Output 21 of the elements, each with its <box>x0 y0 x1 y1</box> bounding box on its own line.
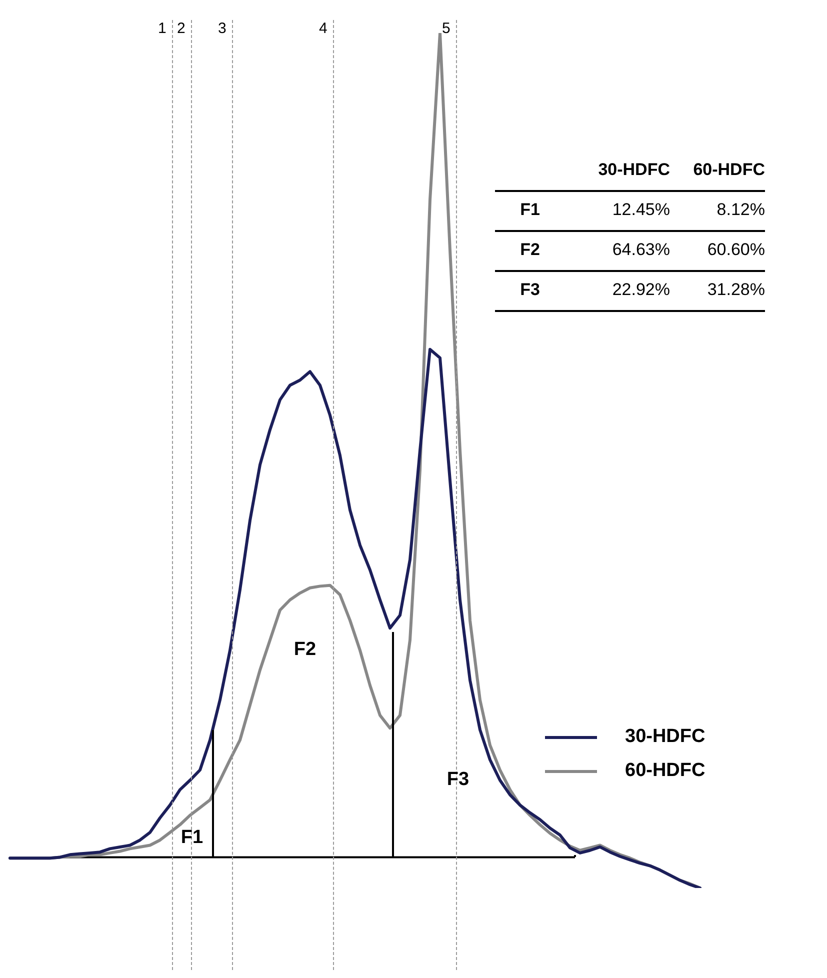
annotation: 3 <box>218 20 226 37</box>
annotation: 22.92% <box>611 279 670 301</box>
annotation: 12.45% <box>611 199 670 221</box>
text: 8.12% <box>716 199 765 221</box>
annotation: F3 <box>519 279 541 301</box>
annotation: 60-HDFC <box>692 159 765 181</box>
annotation: F1 <box>180 827 204 849</box>
annotation: 30-HDFC <box>597 159 670 181</box>
annotation: 64.63% <box>611 239 670 261</box>
legend-label: 60-HDFC <box>625 760 706 782</box>
text: 31.28% <box>706 279 765 301</box>
annotation: F3 <box>446 769 470 791</box>
annotation: F1 <box>519 199 541 221</box>
annotation: F2 <box>519 239 541 261</box>
text: 60.60% <box>706 239 765 261</box>
annotation: 5 <box>442 20 450 37</box>
annotation: F2 <box>294 639 316 661</box>
legend-label: 30-HDFC <box>625 726 706 748</box>
annotation: 1 <box>158 20 166 37</box>
annotation: 4 <box>319 20 328 37</box>
annotation: 2 <box>177 20 186 37</box>
